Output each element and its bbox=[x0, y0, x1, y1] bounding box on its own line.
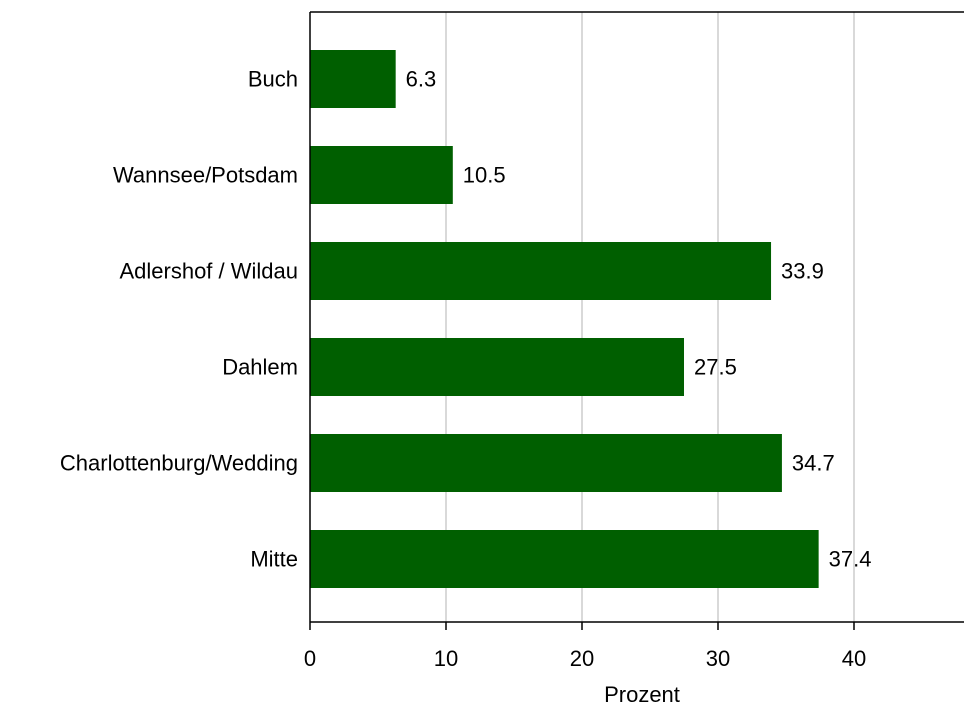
bar-2 bbox=[310, 242, 772, 300]
x-tick-label-10: 10 bbox=[434, 646, 458, 671]
x-tick-label-20: 20 bbox=[570, 646, 594, 671]
bar-4 bbox=[310, 434, 782, 492]
category-label-3: Dahlem bbox=[222, 355, 298, 380]
axes bbox=[309, 11, 964, 630]
bar-0 bbox=[310, 50, 396, 108]
value-label-2: 33.9 bbox=[781, 259, 824, 284]
category-label-0: Buch bbox=[248, 67, 298, 92]
grid-lines bbox=[445, 12, 855, 622]
bar-3 bbox=[310, 338, 684, 396]
bars bbox=[310, 50, 819, 588]
category-label-5: Mitte bbox=[250, 547, 298, 572]
value-label-3: 27.5 bbox=[694, 355, 737, 380]
category-label-4: Charlottenburg/Wedding bbox=[60, 451, 298, 476]
value-label-0: 6.3 bbox=[406, 67, 437, 92]
bar-5 bbox=[310, 530, 819, 588]
x-tick-label-40: 40 bbox=[842, 646, 866, 671]
value-label-1: 10.5 bbox=[463, 163, 506, 188]
value-label-5: 37.4 bbox=[829, 547, 872, 572]
labels: Buch 6.3 Wannsee/Potsdam 10.5 Adlershof / Wi… bbox=[60, 67, 872, 672]
category-label-2: Adlershof / Wildau bbox=[119, 259, 298, 284]
x-tick-label-0: 0 bbox=[304, 646, 316, 671]
category-label-1: Wannsee/Potsdam bbox=[113, 163, 298, 188]
x-tick-label-30: 30 bbox=[706, 646, 730, 671]
bar-1 bbox=[310, 146, 453, 204]
x-axis-title: Prozent bbox=[604, 682, 680, 704]
value-label-4: 34.7 bbox=[792, 451, 835, 476]
